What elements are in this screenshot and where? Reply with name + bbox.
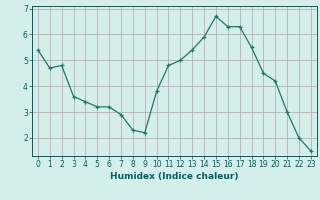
X-axis label: Humidex (Indice chaleur): Humidex (Indice chaleur) [110, 172, 239, 181]
